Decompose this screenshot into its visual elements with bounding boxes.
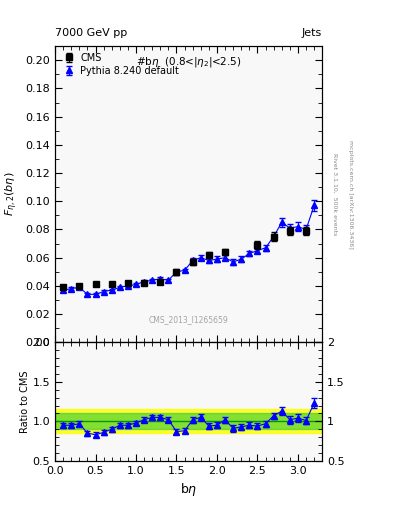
- Text: 7000 GeV pp: 7000 GeV pp: [55, 28, 127, 38]
- Text: #b$\eta$  (0.8<|$\eta_2$|<2.5): #b$\eta$ (0.8<|$\eta_2$|<2.5): [136, 55, 241, 69]
- Legend: CMS, Pythia 8.240 default: CMS, Pythia 8.240 default: [60, 51, 181, 78]
- Text: Jets: Jets: [302, 28, 322, 38]
- Bar: [55, 413, 322, 429]
- Y-axis label: Ratio to CMS: Ratio to CMS: [20, 370, 29, 433]
- Text: mcplots.cern.ch [arXiv:1306.3436]: mcplots.cern.ch [arXiv:1306.3436]: [348, 140, 353, 249]
- Y-axis label: $F_{\eta,2}(b\eta)$: $F_{\eta,2}(b\eta)$: [4, 172, 20, 217]
- X-axis label: b$\eta$: b$\eta$: [180, 481, 197, 498]
- Text: CMS_2013_I1265659: CMS_2013_I1265659: [149, 315, 228, 325]
- Bar: [55, 410, 322, 433]
- Text: Rivet 3.1.10,  500k events: Rivet 3.1.10, 500k events: [332, 154, 337, 236]
